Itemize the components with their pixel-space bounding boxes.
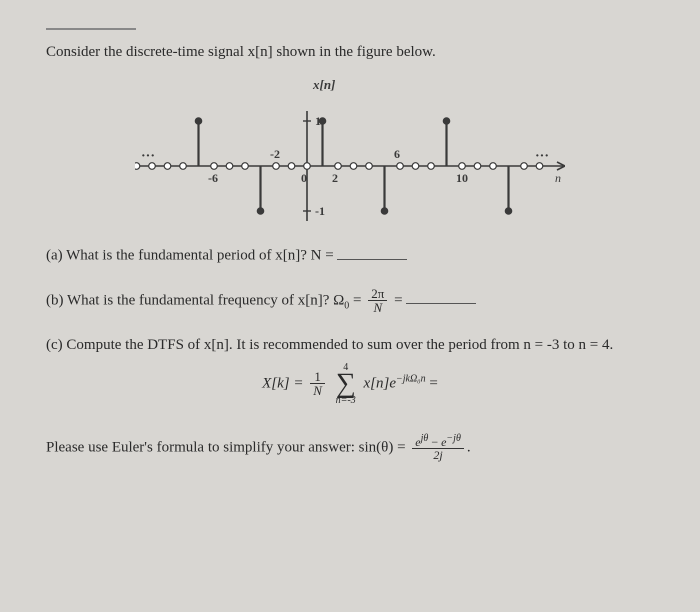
eq-frac-1N: 1 N bbox=[310, 370, 325, 398]
sigma-icon: ∑ bbox=[336, 373, 356, 395]
eq-exp: −jkΩ₀n bbox=[396, 373, 426, 384]
svg-text:n: n bbox=[555, 171, 561, 185]
part-a-text: What is the fundamental period of x[n]? … bbox=[66, 248, 334, 264]
signal-figure: x[n]n······1-1-6-202610 bbox=[135, 71, 565, 221]
stem-plot-svg: x[n]n······1-1-6-202610 bbox=[135, 71, 565, 221]
dtfs-equation: X[k] = 1 N 4 ∑ n=-3 x[n]e−jkΩ₀n = bbox=[46, 362, 654, 406]
part-c: (c) Compute the DTFS of x[n]. It is reco… bbox=[46, 337, 654, 354]
frac-2pi-N: 2π N bbox=[368, 287, 387, 315]
header-rule bbox=[46, 28, 136, 30]
svg-text:2: 2 bbox=[332, 171, 338, 185]
eq-body: x[n]e bbox=[363, 375, 396, 391]
eq-frac-num: 1 bbox=[310, 370, 325, 385]
omega-sub: 0 bbox=[344, 300, 349, 311]
eq-tail: = bbox=[429, 375, 437, 391]
summation: 4 ∑ n=-3 bbox=[336, 362, 356, 406]
svg-text:···: ··· bbox=[141, 149, 155, 164]
euler-frac: ejθ − e−jθ 2j bbox=[412, 434, 464, 462]
part-a-label: (a) bbox=[46, 248, 63, 264]
eq1: = bbox=[353, 292, 365, 308]
eq-frac-den: N bbox=[310, 384, 325, 398]
svg-text:-1: -1 bbox=[315, 204, 325, 218]
svg-text:-6: -6 bbox=[208, 171, 218, 185]
part-b: (b) What is the fundamental frequency of… bbox=[46, 287, 654, 315]
part-b-text: What is the fundamental frequency of x[n… bbox=[67, 292, 333, 308]
euler-period: . bbox=[467, 439, 471, 455]
part-b-blank bbox=[406, 290, 476, 305]
frac-den: N bbox=[368, 301, 387, 315]
part-a: (a) What is the fundamental period of x[… bbox=[46, 245, 654, 265]
part-c-text: Compute the DTFS of x[n]. It is recommen… bbox=[66, 337, 613, 353]
omega-symbol: Ω bbox=[333, 292, 344, 308]
part-c-label: (c) bbox=[46, 337, 63, 353]
svg-text:x[n]: x[n] bbox=[312, 77, 335, 92]
svg-text:0: 0 bbox=[301, 171, 307, 185]
eq2: = bbox=[394, 292, 406, 308]
euler-num: ejθ − e−jθ bbox=[412, 434, 464, 450]
sum-lower: n=-3 bbox=[336, 395, 356, 406]
svg-text:-2: -2 bbox=[270, 147, 280, 161]
part-a-blank bbox=[337, 245, 407, 260]
svg-text:10: 10 bbox=[456, 171, 468, 185]
svg-text:6: 6 bbox=[394, 147, 400, 161]
frac-num: 2π bbox=[368, 287, 387, 302]
euler-hint: Please use Euler's formula to simplify y… bbox=[46, 434, 654, 462]
prompt-text: Consider the discrete-time signal x[n] s… bbox=[46, 44, 654, 61]
euler-den: 2j bbox=[412, 449, 464, 462]
eq-lhs: X[k] = bbox=[262, 375, 307, 391]
euler-text: Please use Euler's formula to simplify y… bbox=[46, 439, 409, 455]
svg-text:···: ··· bbox=[535, 149, 549, 164]
part-b-label: (b) bbox=[46, 292, 64, 308]
